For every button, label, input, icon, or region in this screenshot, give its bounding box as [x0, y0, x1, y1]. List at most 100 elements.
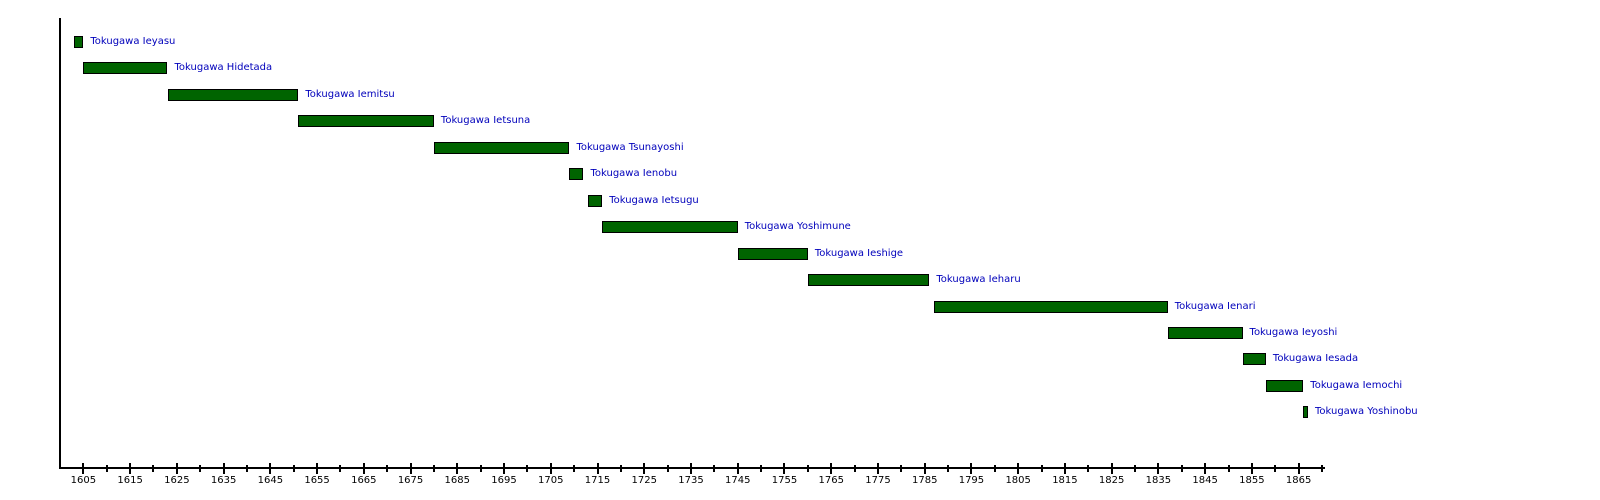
x-axis-minor-tick	[1321, 465, 1323, 472]
x-axis-tick-label: 1735	[678, 475, 704, 486]
x-axis-major-tick	[1110, 463, 1113, 474]
x-axis-tick-label: 1785	[911, 475, 938, 486]
x-axis-tick-label: 1755	[771, 475, 798, 486]
x-axis-major-tick	[129, 463, 132, 474]
x-axis-major-tick	[1017, 463, 1020, 474]
x-axis-major-tick	[1063, 463, 1066, 474]
bar-label: Tokugawa Ieharu	[936, 274, 1021, 286]
x-axis-minor-tick	[339, 465, 342, 472]
x-axis-minor-tick	[199, 465, 202, 472]
x-axis-minor-tick	[1180, 465, 1183, 472]
x-axis-major-tick	[923, 463, 926, 474]
x-axis-tick-label: 1645	[257, 475, 284, 486]
x-axis-major-tick	[596, 463, 599, 474]
x-axis-major-tick	[362, 463, 365, 474]
bar-label: Tokugawa Iesada	[1272, 353, 1359, 365]
bar-label: Tokugawa Yoshimune	[744, 221, 851, 233]
bar-label: Tokugawa Ieyasu	[90, 36, 176, 47]
bar-label: Tokugawa Ieyoshi	[1249, 326, 1338, 338]
bar-label: Tokugawa Yoshinobu	[1314, 406, 1418, 418]
gantt-bar	[588, 194, 603, 207]
x-axis-minor-tick	[152, 465, 155, 472]
x-axis-major-tick	[175, 463, 178, 474]
x-axis-minor-tick	[1087, 465, 1090, 472]
x-axis-major-tick	[82, 463, 85, 474]
x-axis-major-tick	[269, 463, 272, 474]
x-axis-tick-label: 1725	[631, 475, 657, 486]
x-axis-minor-tick	[526, 465, 529, 472]
x-axis-tick-label: 1835	[1145, 475, 1172, 486]
x-axis-minor-tick	[900, 465, 903, 472]
x-axis-major-tick	[409, 463, 412, 474]
x-axis-minor-tick	[432, 465, 435, 472]
gantt-bar	[1167, 326, 1243, 339]
x-axis-minor-tick	[713, 465, 716, 472]
x-axis-major-tick	[1297, 463, 1300, 474]
gantt-bar	[433, 141, 570, 154]
y-axis-line	[59, 18, 61, 469]
x-axis-minor-tick	[760, 465, 763, 472]
bar-label: Tokugawa Ieshige	[814, 247, 904, 259]
x-axis-tick-label: 1805	[1005, 475, 1031, 486]
x-axis-minor-tick	[386, 465, 389, 472]
x-axis-major-tick	[690, 463, 692, 474]
x-axis-minor-tick	[1040, 465, 1043, 472]
x-axis-major-tick	[1157, 463, 1160, 474]
x-axis-tick-label: 1715	[584, 475, 611, 486]
x-axis-minor-tick	[479, 465, 482, 472]
x-axis-major-tick	[1204, 463, 1207, 474]
x-axis-tick-label: 1745	[725, 475, 751, 486]
x-axis-tick-label: 1855	[1239, 475, 1265, 486]
x-axis-minor-tick	[853, 465, 856, 472]
x-axis-tick-label: 1775	[865, 475, 891, 486]
x-axis-tick-label: 1685	[444, 475, 471, 486]
bar-label: Tokugawa Hidetada	[174, 62, 273, 74]
x-axis-tick-label: 1635	[210, 475, 237, 486]
x-axis-minor-tick	[1134, 465, 1137, 472]
x-axis-minor-tick	[947, 465, 950, 472]
x-axis-minor-tick	[105, 465, 108, 472]
x-axis-minor-tick	[619, 465, 622, 472]
bar-label: Tokugawa Ienari	[1174, 300, 1256, 312]
bar-label: Tokugawa Iemochi	[1310, 379, 1403, 391]
gantt-bar	[737, 247, 808, 260]
x-axis-major-tick	[503, 463, 506, 474]
bar-label: Tokugawa Tsunayoshi	[576, 141, 684, 153]
gantt-bar	[602, 221, 738, 234]
x-axis-minor-tick	[1227, 465, 1230, 472]
x-axis-major-tick	[316, 463, 319, 474]
x-axis-tick-label: 1675	[397, 475, 424, 486]
gantt-bar	[83, 62, 168, 75]
x-axis-tick-label: 1655	[304, 475, 330, 486]
x-axis-minor-tick	[573, 465, 576, 472]
x-axis-tick-label: 1795	[958, 475, 985, 486]
x-axis-tick-label: 1705	[538, 475, 564, 486]
x-axis-minor-tick	[806, 465, 809, 472]
x-axis-line	[59, 467, 1325, 469]
gantt-bar	[1242, 353, 1266, 366]
bar-label: Tokugawa Ietsuna	[440, 115, 531, 127]
x-axis-major-tick	[783, 463, 786, 474]
x-axis-tick-label: 1825	[1098, 475, 1125, 486]
x-axis-tick-label: 1615	[117, 475, 143, 486]
x-axis-minor-tick	[993, 465, 996, 472]
x-axis-tick-label: 1865	[1285, 475, 1312, 486]
gantt-bar	[1265, 379, 1304, 392]
bar-label: Tokugawa Iemitsu	[305, 88, 395, 100]
x-axis-major-tick	[643, 463, 646, 474]
x-axis-tick-label: 1665	[351, 475, 377, 486]
bar-label: Tokugawa Ietsugu	[609, 194, 699, 206]
gantt-bar	[298, 115, 434, 128]
gantt-bar	[934, 300, 1168, 313]
x-axis-major-tick	[876, 463, 879, 474]
gantt-bar	[167, 88, 299, 101]
x-axis-major-tick	[830, 463, 833, 474]
x-axis-tick-label: 1765	[818, 475, 844, 486]
x-axis-major-tick	[222, 463, 225, 474]
bar-label: Tokugawa Ienobu	[590, 168, 678, 180]
x-axis-tick-label: 1815	[1052, 475, 1078, 486]
x-axis-minor-tick	[245, 465, 248, 472]
x-axis-minor-tick	[1274, 465, 1277, 472]
